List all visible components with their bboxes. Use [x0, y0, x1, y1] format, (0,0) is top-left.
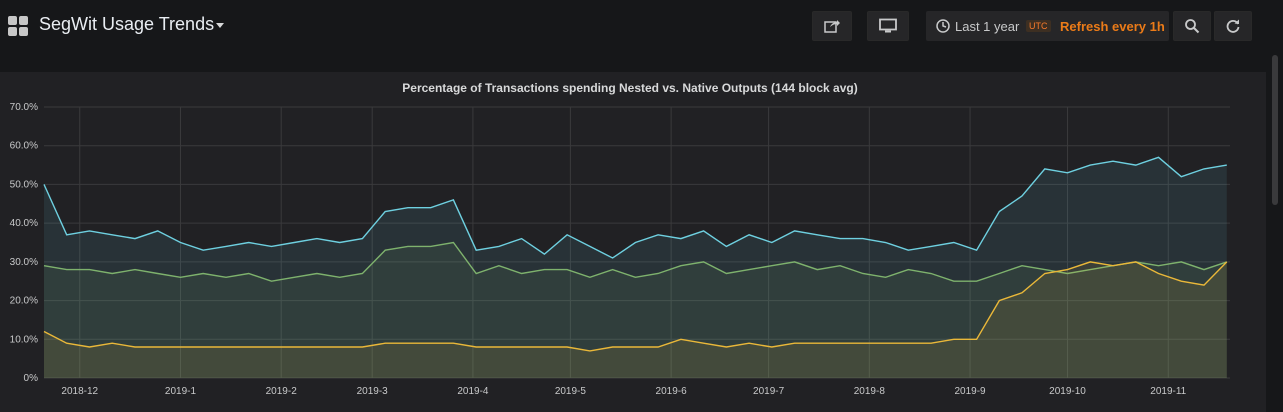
monitor-icon	[879, 18, 897, 33]
clock-icon	[936, 19, 950, 33]
top-navbar: SegWit Usage Trends Last 1 year UTC Refr…	[0, 0, 1283, 52]
refresh-button[interactable]	[1214, 11, 1252, 41]
share-button[interactable]	[812, 11, 852, 41]
y-tick-label: 0%	[24, 373, 39, 384]
x-tick-label: 2019-9	[954, 386, 986, 397]
zoom-out-icon	[1185, 19, 1200, 34]
y-tick-label: 40.0%	[10, 218, 38, 229]
x-tick-label: 2019-8	[854, 386, 886, 397]
x-tick-label: 2019-6	[656, 386, 688, 397]
y-tick-label: 30.0%	[10, 257, 38, 268]
graph-panel: Percentage of Transactions spending Nest…	[0, 72, 1266, 412]
x-tick-label: 2019-7	[753, 386, 785, 397]
chart-series	[43, 156, 1228, 378]
y-tick-label: 70.0%	[10, 102, 38, 113]
series-1-area	[44, 157, 1227, 378]
time-range-label: Last 1 year	[955, 19, 1020, 34]
refresh-icon	[1226, 19, 1240, 33]
time-range-picker[interactable]: Last 1 year UTC Refresh every 1h	[926, 11, 1169, 41]
y-tick-label: 60.0%	[10, 141, 38, 152]
x-tick-label: 2019-10	[1049, 386, 1086, 397]
x-tick-label: 2018-12	[61, 386, 98, 397]
x-tick-label: 2019-4	[457, 386, 489, 397]
line-chart[interactable]: 0% 10.0% 20.0% 30.0% 40.0% 50.0% 60.0% 70.0% 20…	[0, 72, 1266, 412]
timezone-badge: UTC	[1026, 20, 1051, 32]
chevron-down-icon[interactable]	[216, 23, 224, 28]
series-2-line	[43, 241, 1228, 282]
x-tick-label: 2019-5	[555, 386, 587, 397]
series-1-line	[43, 156, 1227, 259]
x-tick-label: 2019-1	[165, 386, 197, 397]
y-tick-label: 20.0%	[10, 296, 38, 307]
y-tick-label: 10.0%	[10, 334, 38, 345]
share-icon	[824, 20, 840, 33]
x-tick-label: 2019-11	[1150, 386, 1186, 397]
series-2-area	[44, 242, 1227, 378]
x-axis-labels: 2018-12 2019-1 2019-2 2019-3 2019-4 2019-5 201…	[61, 386, 1186, 397]
panel-title[interactable]: Percentage of Transactions spending Nest…	[402, 81, 858, 95]
page-scrollbar[interactable]	[1272, 55, 1278, 205]
series-3-line	[43, 261, 1228, 352]
series-3-area	[44, 261, 1227, 378]
x-tick-label: 2019-3	[357, 386, 389, 397]
y-axis-labels: 0% 10.0% 20.0% 30.0% 40.0% 50.0% 60.0% 70.0%	[10, 102, 38, 384]
zoom-out-button[interactable]	[1173, 11, 1211, 41]
y-tick-label: 50.0%	[10, 179, 38, 190]
x-tick-label: 2019-2	[266, 386, 298, 397]
refresh-interval-label[interactable]: Refresh every 1h	[1060, 19, 1165, 34]
tv-mode-button[interactable]	[867, 11, 909, 41]
grid-icon[interactable]	[8, 16, 28, 36]
dashboard-title[interactable]: SegWit Usage Trends	[39, 14, 215, 34]
